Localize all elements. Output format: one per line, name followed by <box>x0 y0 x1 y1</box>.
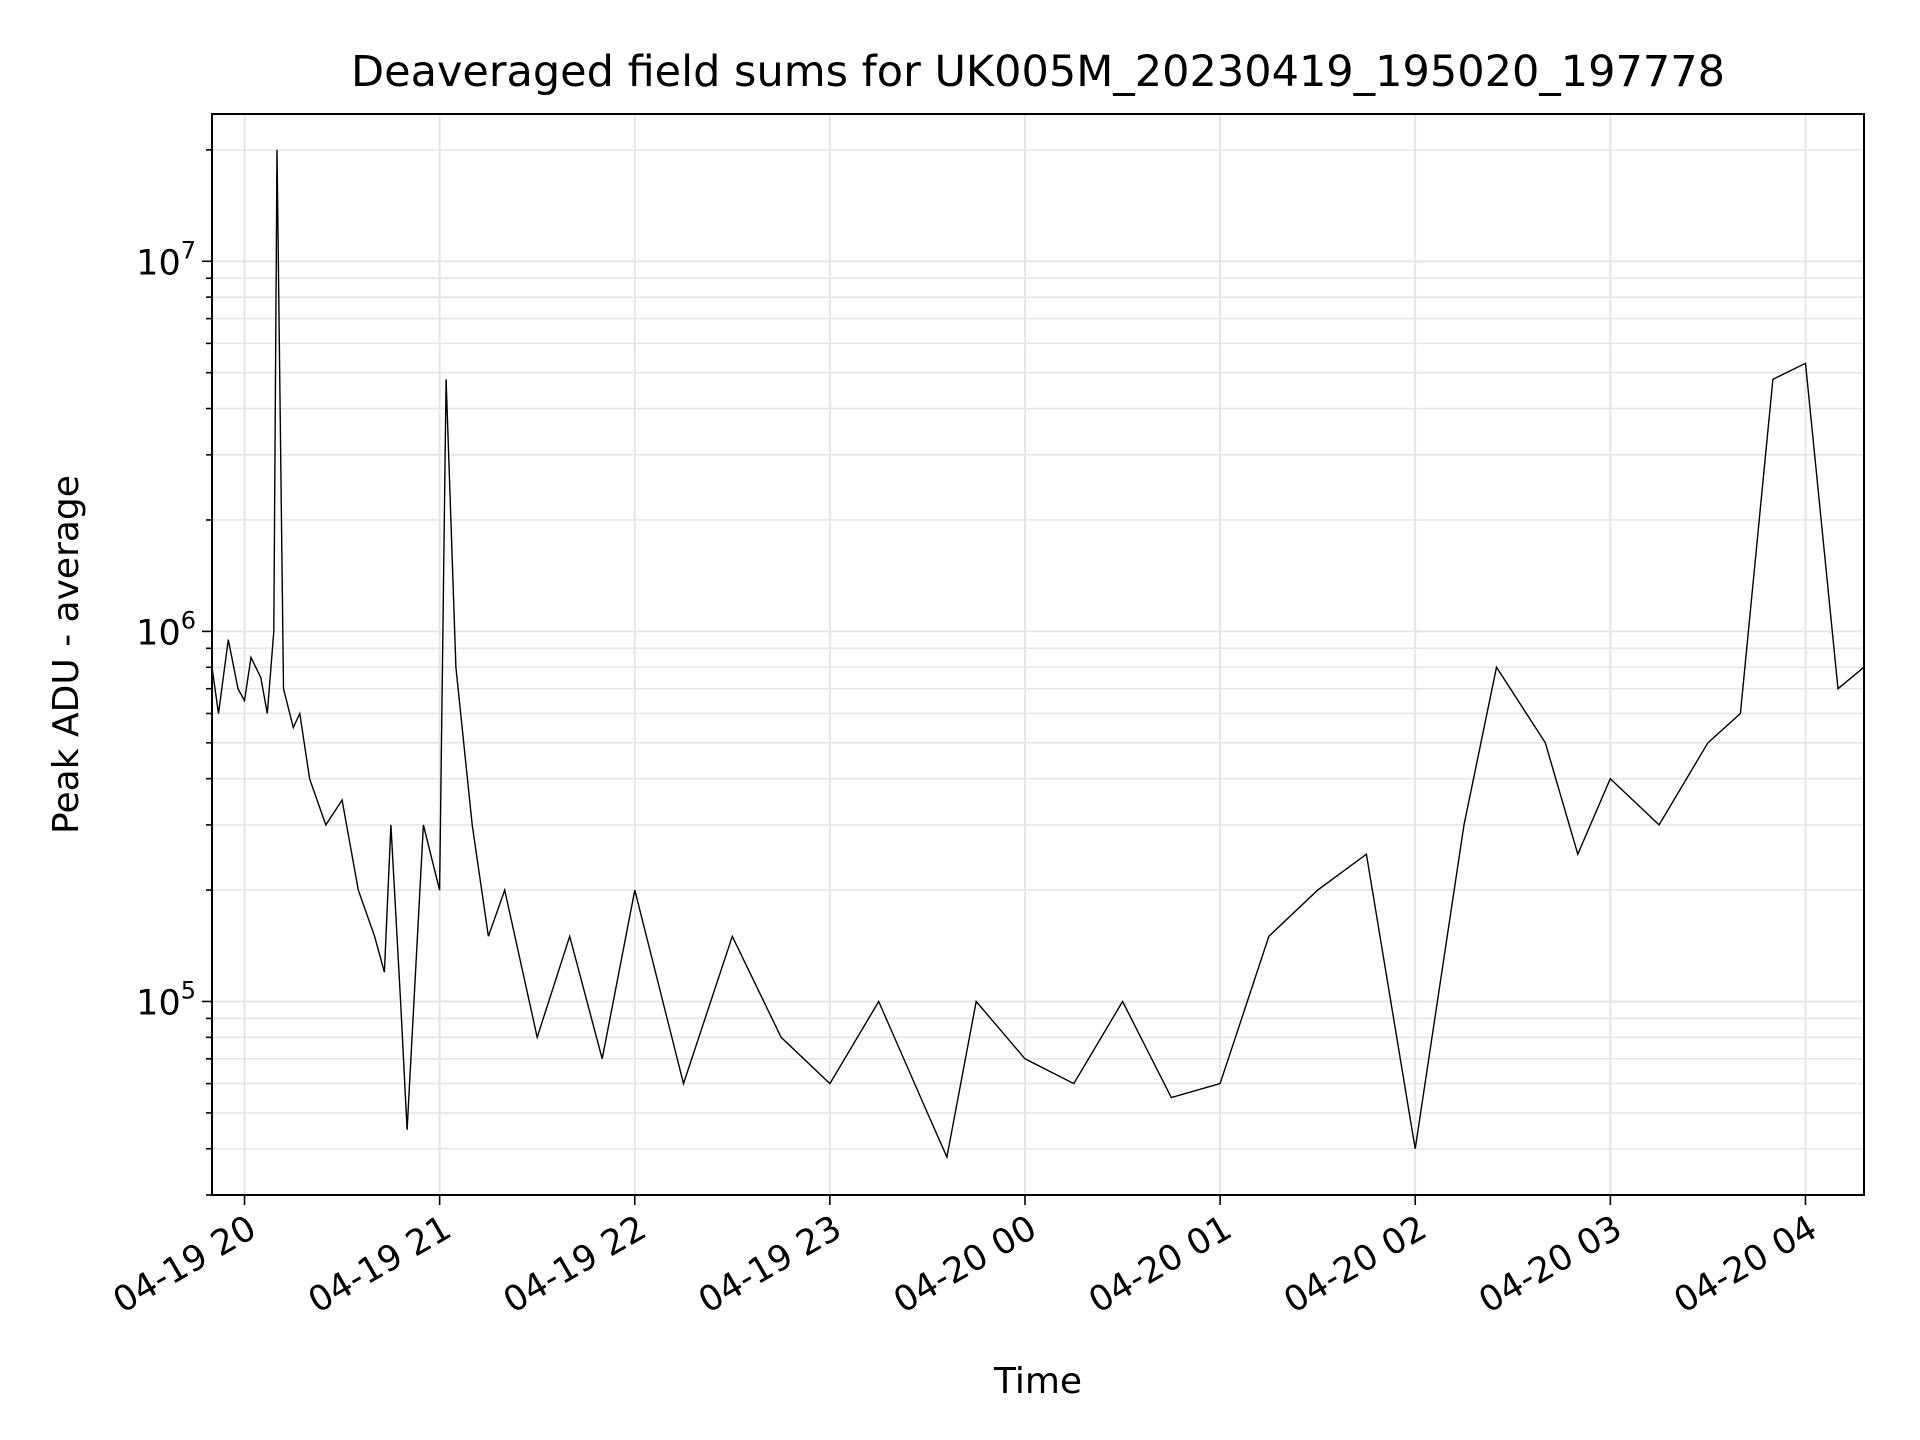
y-axis-label: Peak ADU - average <box>46 475 87 834</box>
x-tick-label: 04-20 04 <box>1668 1208 1824 1321</box>
grid <box>212 114 1864 1196</box>
series-line <box>211 149 1865 1160</box>
x-tick-label: 04-20 01 <box>1082 1208 1238 1321</box>
y-tick-label: 105 <box>136 976 196 1023</box>
x-axis-label: Time <box>993 1361 1082 1402</box>
y-tick-label: 107 <box>136 236 196 283</box>
x-tick-label: 04-20 03 <box>1473 1208 1629 1321</box>
chart-title: Deaveraged field sums for UK005M_2023041… <box>351 47 1725 97</box>
axis-ticks: 105 106 107 04-19 20 04-19 21 04-19 22 04-19 2… <box>107 149 1824 1321</box>
x-tick-label: 04-19 23 <box>692 1208 848 1321</box>
x-tick-label: 04-19 20 <box>107 1208 263 1321</box>
x-tick-label: 04-19 21 <box>302 1208 458 1321</box>
plot-frame <box>211 113 1865 1196</box>
series-line-group <box>211 149 1865 1160</box>
x-tick-label: 04-19 22 <box>497 1208 653 1321</box>
x-tick-label: 04-20 00 <box>887 1208 1043 1321</box>
x-tick-label: 04-20 02 <box>1277 1208 1433 1321</box>
y-tick-label: 106 <box>136 606 196 653</box>
